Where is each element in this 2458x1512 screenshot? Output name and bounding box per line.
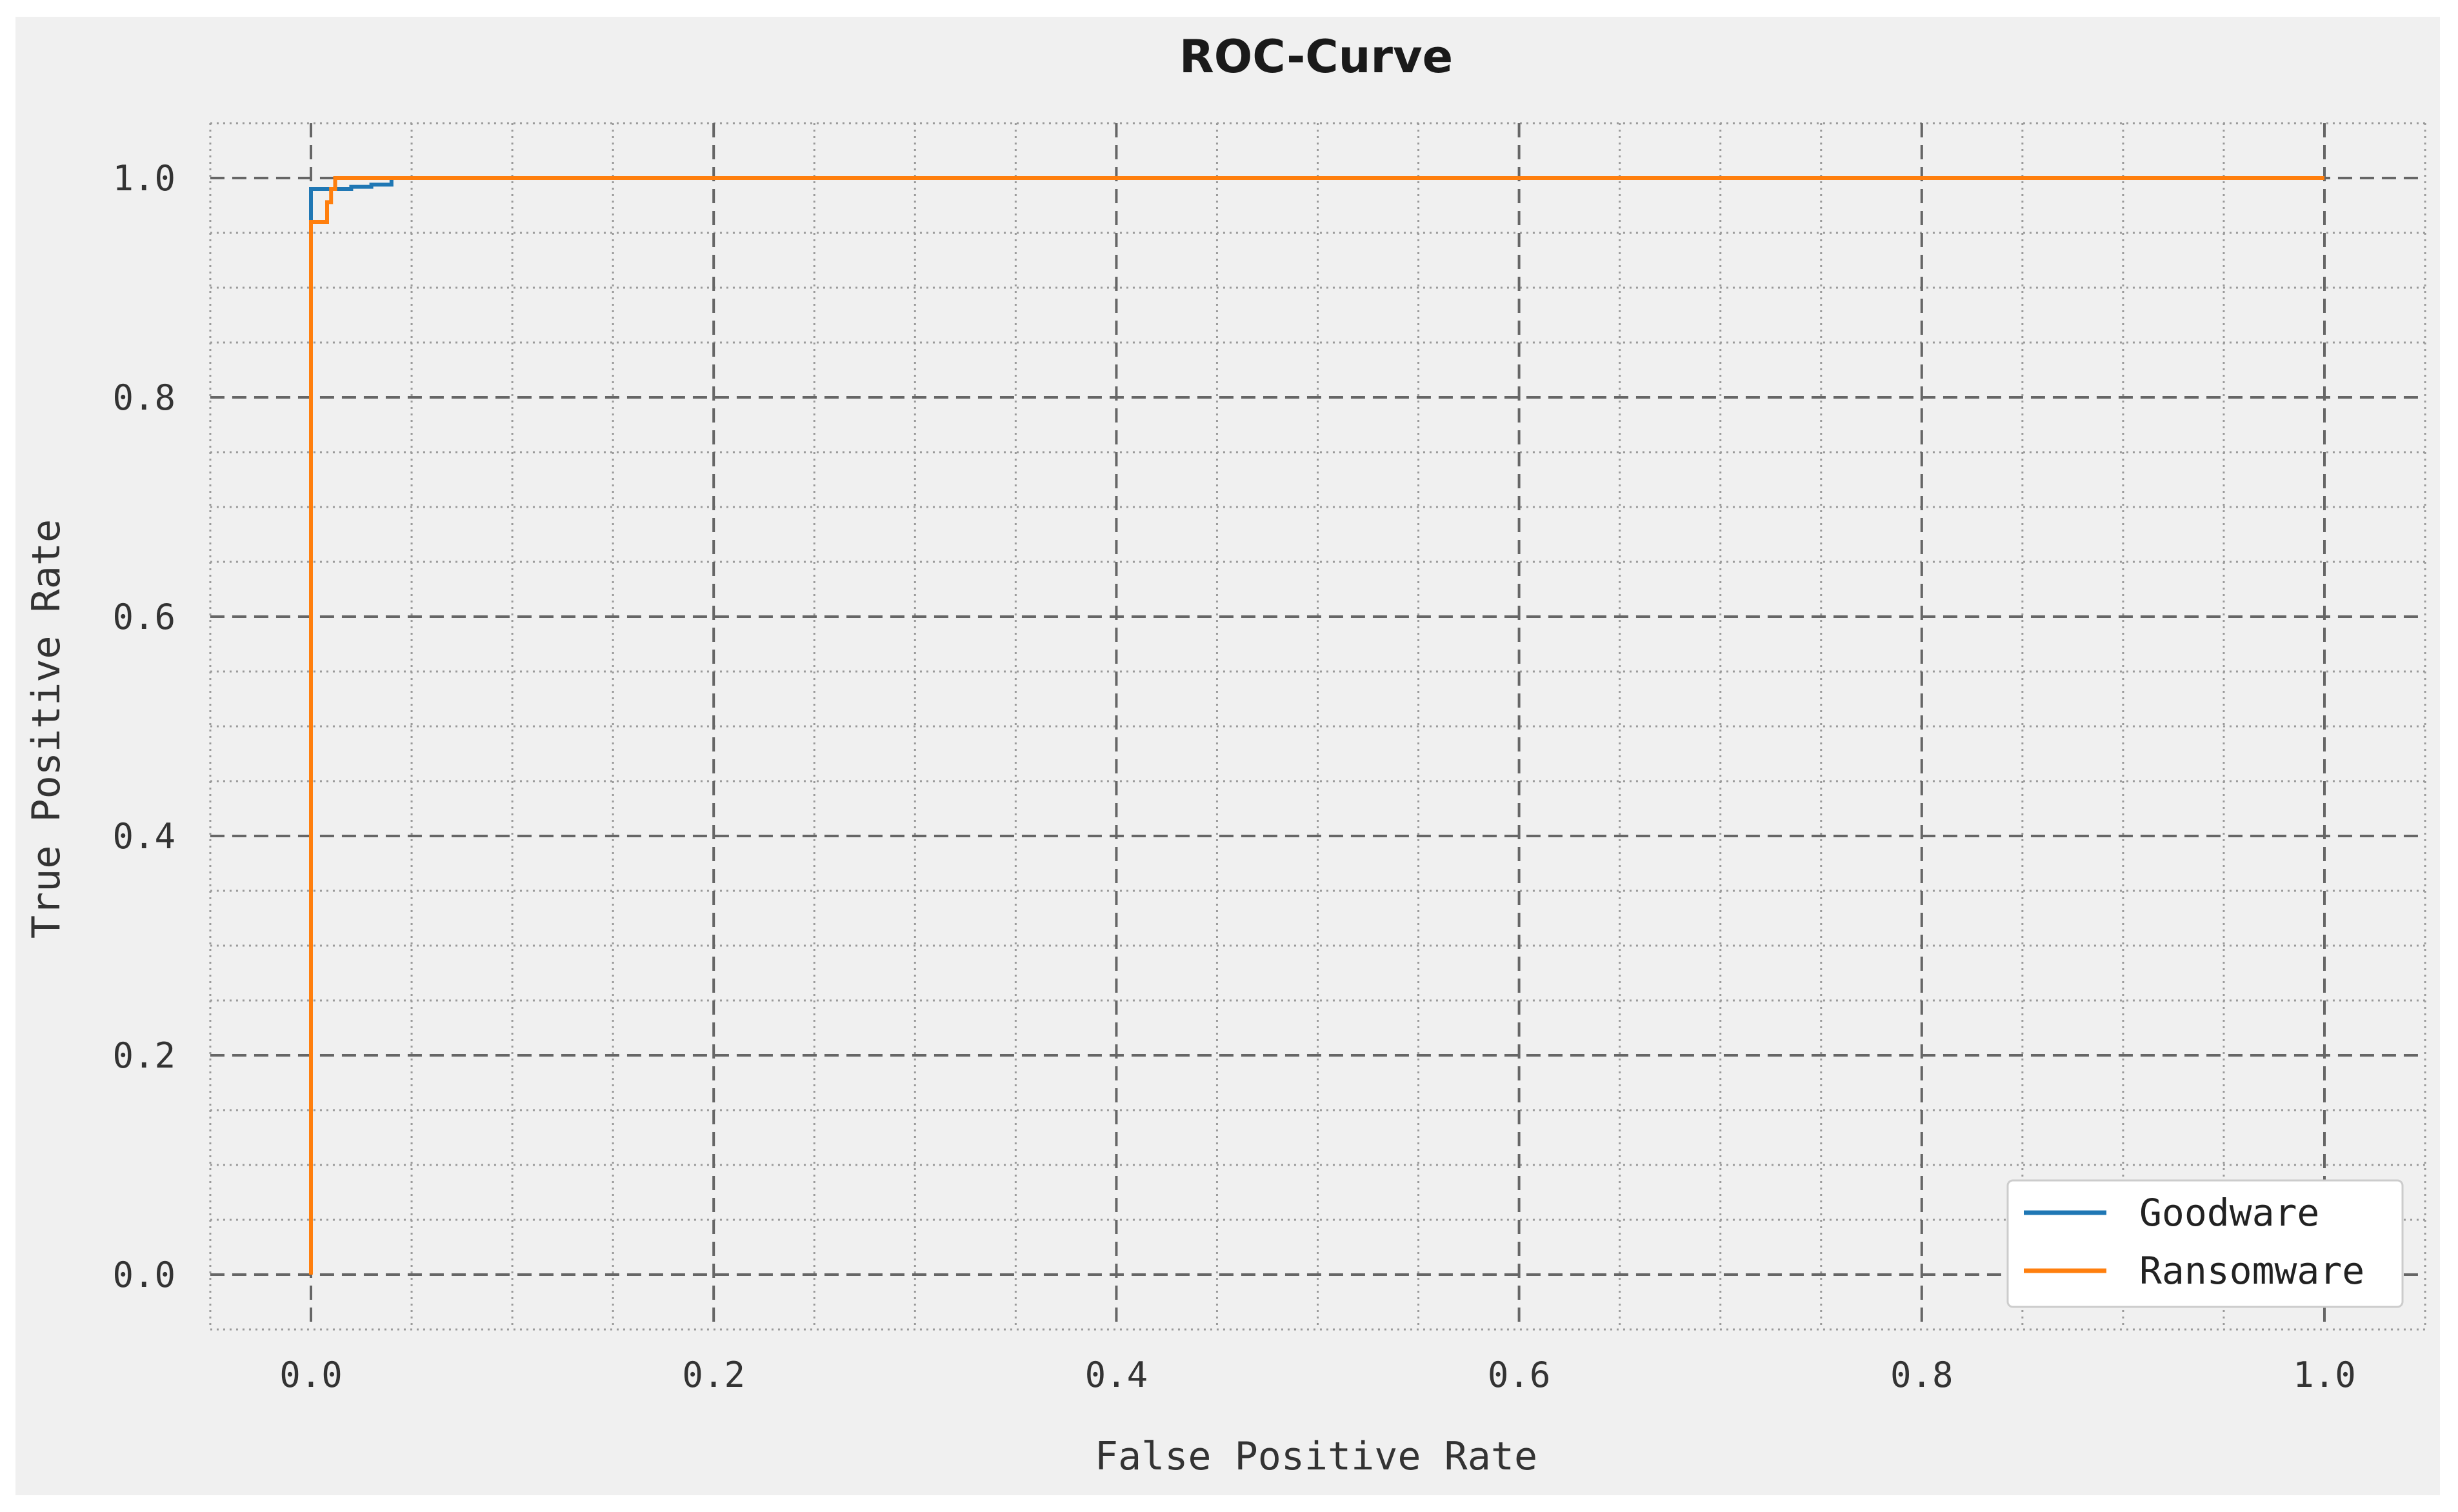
y-tick-label: 0.4 [112,816,175,857]
x-tick-label: 0.8 [1890,1355,1953,1395]
x-tick-label: 0.2 [682,1355,745,1395]
legend-label-ransomware: Ransomware [2139,1249,2364,1293]
x-axis-label: False Positive Rate [1095,1434,1537,1479]
series-line-goodware [309,176,2324,1275]
y-tick-label: 0.0 [112,1255,175,1295]
legend: Goodware Ransomware [2006,1179,2404,1308]
legend-label-goodware: Goodware [2139,1191,2319,1235]
y-tick-label: 1.0 [112,158,175,199]
x-tick-label: 0.0 [279,1355,343,1395]
y-tick-labels: 0.0 0.2 0.4 0.6 0.8 1.0 [112,158,175,1295]
minor-grid [209,122,2426,1331]
series-line-ransomware [309,176,2324,1275]
x-tick-labels: 0.0 0.2 0.4 0.6 0.8 1.0 [279,1355,2356,1395]
y-tick-label: 0.6 [112,597,175,637]
y-tick-label: 0.8 [112,377,175,418]
y-axis-label: True Positive Rate [24,519,69,939]
chart-title: ROC-Curve [1179,30,1453,83]
x-tick-label: 1.0 [2293,1355,2356,1395]
y-tick-label: 0.2 [112,1035,175,1076]
x-tick-label: 0.4 [1085,1355,1148,1395]
x-tick-label: 0.6 [1488,1355,1551,1395]
series-layer [309,176,2324,1275]
